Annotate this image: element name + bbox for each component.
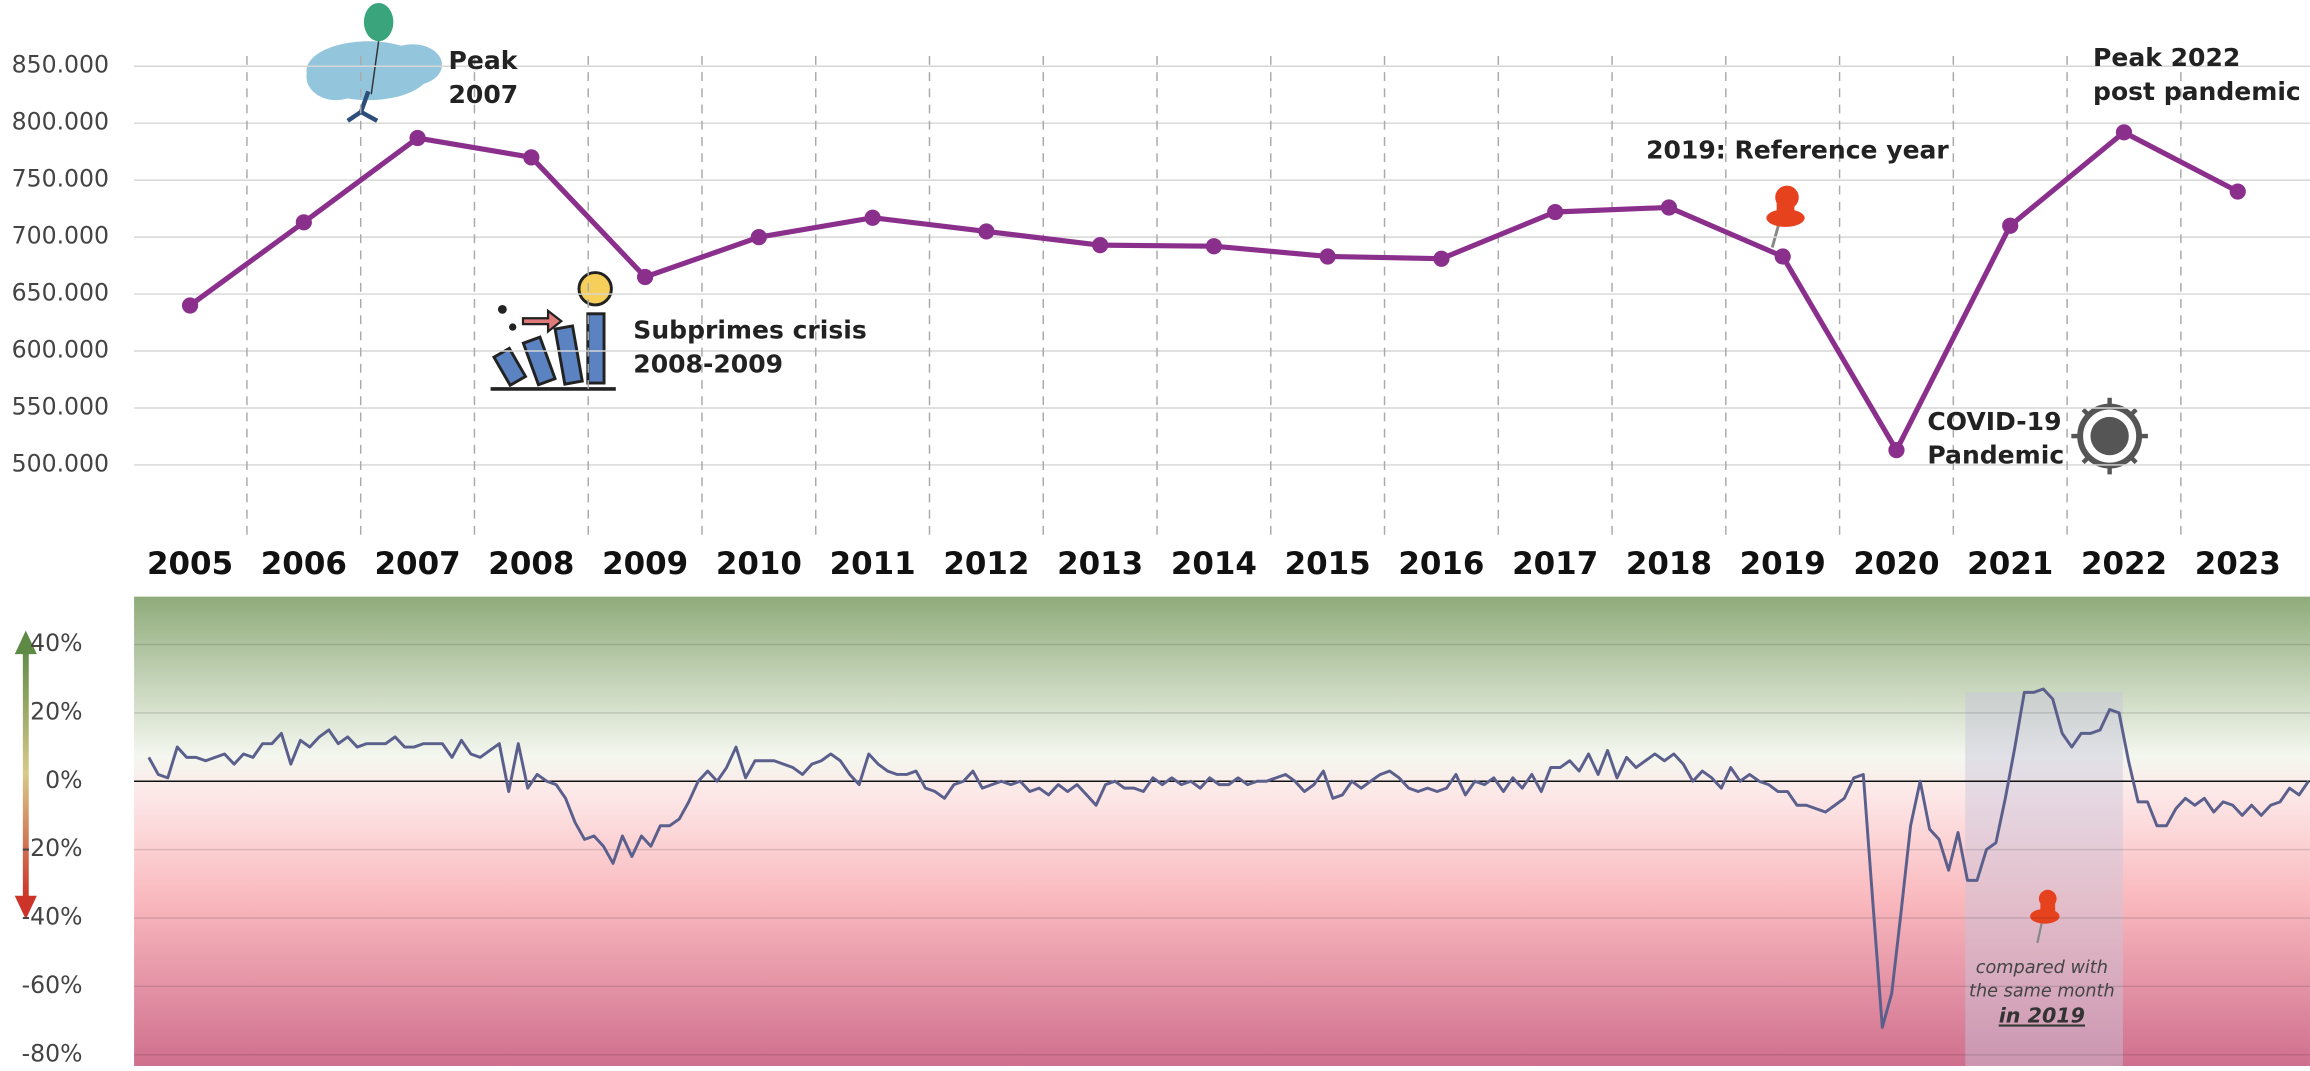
year-label: 2014 bbox=[1171, 546, 1257, 582]
annotation: 2007 bbox=[449, 80, 519, 109]
chart: 500.000 550.000 600.000 650.000 700.000 750.0… bbox=[0, 0, 2310, 1066]
y-tick-label: -80% bbox=[22, 1039, 83, 1066]
year-label: 2018 bbox=[1626, 546, 1712, 582]
year-label: 2005 bbox=[147, 546, 233, 582]
annotation: Peak bbox=[449, 46, 519, 75]
year-label: 2010 bbox=[716, 546, 802, 582]
annotation: Peak 2022 bbox=[2093, 43, 2240, 72]
pin-icon bbox=[1766, 186, 1804, 248]
note-line: compared with bbox=[1976, 958, 2108, 978]
top-chart: 500.000 550.000 600.000 650.000 700.000 750.0… bbox=[12, 43, 2310, 582]
data-point bbox=[1661, 199, 1677, 215]
page: {"chart_data": [ {"type": "line", "categ… bbox=[0, 0, 2310, 1066]
data-point bbox=[1206, 238, 1222, 254]
y-tick-label: 40% bbox=[30, 629, 82, 657]
year-label: 2006 bbox=[261, 546, 347, 582]
year-label: 2007 bbox=[375, 546, 461, 582]
data-point bbox=[409, 130, 425, 146]
data-point bbox=[2230, 183, 2246, 199]
data-point bbox=[1320, 248, 1336, 264]
note-line: the same month bbox=[1969, 981, 2115, 1001]
y-tick-label: -60% bbox=[22, 971, 83, 999]
data-point bbox=[182, 297, 198, 313]
data-point bbox=[637, 269, 653, 285]
y-tick-label: 0% bbox=[45, 766, 82, 794]
crisis-icon bbox=[491, 273, 616, 389]
balloon-icon bbox=[306, 3, 442, 121]
data-point bbox=[296, 214, 312, 230]
data-point bbox=[978, 223, 994, 239]
annotation: COVID-19 bbox=[1927, 407, 2061, 436]
annotation: 2008-2009 bbox=[633, 349, 783, 378]
data-point bbox=[1775, 248, 1791, 264]
y-tick-label: 600.000 bbox=[12, 336, 109, 364]
data-point bbox=[523, 149, 539, 165]
year-label: 2015 bbox=[1285, 546, 1371, 582]
annotation: 2019: Reference year bbox=[1646, 136, 1949, 165]
annotation: Subprimes crisis bbox=[633, 315, 866, 344]
year-label: 2008 bbox=[488, 546, 574, 582]
year-label: 2023 bbox=[2195, 546, 2281, 582]
year-label: 2017 bbox=[1512, 546, 1598, 582]
year-label: 2012 bbox=[943, 546, 1029, 582]
data-point bbox=[2002, 218, 2018, 234]
y-tick-label: 800.000 bbox=[12, 108, 109, 136]
y-tick-label: 500.000 bbox=[12, 449, 109, 477]
y-tick-label: 20% bbox=[30, 697, 82, 725]
y-tick-label: 650.000 bbox=[12, 279, 109, 307]
data-point bbox=[865, 210, 881, 226]
year-label: 2021 bbox=[1967, 546, 2053, 582]
annotation: Pandemic bbox=[1927, 441, 2064, 470]
data-point bbox=[1888, 442, 1904, 458]
data-point bbox=[1433, 251, 1449, 267]
y-tick-label: -40% bbox=[22, 903, 83, 931]
year-label: 2009 bbox=[602, 546, 688, 582]
year-label: 2013 bbox=[1057, 546, 1143, 582]
year-label: 2022 bbox=[2081, 546, 2167, 582]
data-point bbox=[751, 229, 767, 245]
data-point bbox=[1547, 204, 1563, 220]
y-tick-label: 750.000 bbox=[12, 165, 109, 193]
annotation: post pandemic bbox=[2093, 77, 2301, 106]
data-point bbox=[2116, 124, 2132, 140]
y-tick-label: -20% bbox=[22, 834, 83, 862]
y-tick-label: 700.000 bbox=[12, 222, 109, 250]
y-tick-label: 550.000 bbox=[12, 392, 109, 420]
year-label: 2019 bbox=[1740, 546, 1826, 582]
note-line: in 2019 bbox=[1999, 1004, 2085, 1028]
data-point bbox=[1092, 237, 1108, 253]
year-label: 2016 bbox=[1398, 546, 1484, 582]
y-tick-label: 850.000 bbox=[12, 51, 109, 79]
virus-icon bbox=[2071, 398, 2148, 475]
year-label: 2011 bbox=[830, 546, 916, 582]
year-label: 2020 bbox=[1853, 546, 1939, 582]
